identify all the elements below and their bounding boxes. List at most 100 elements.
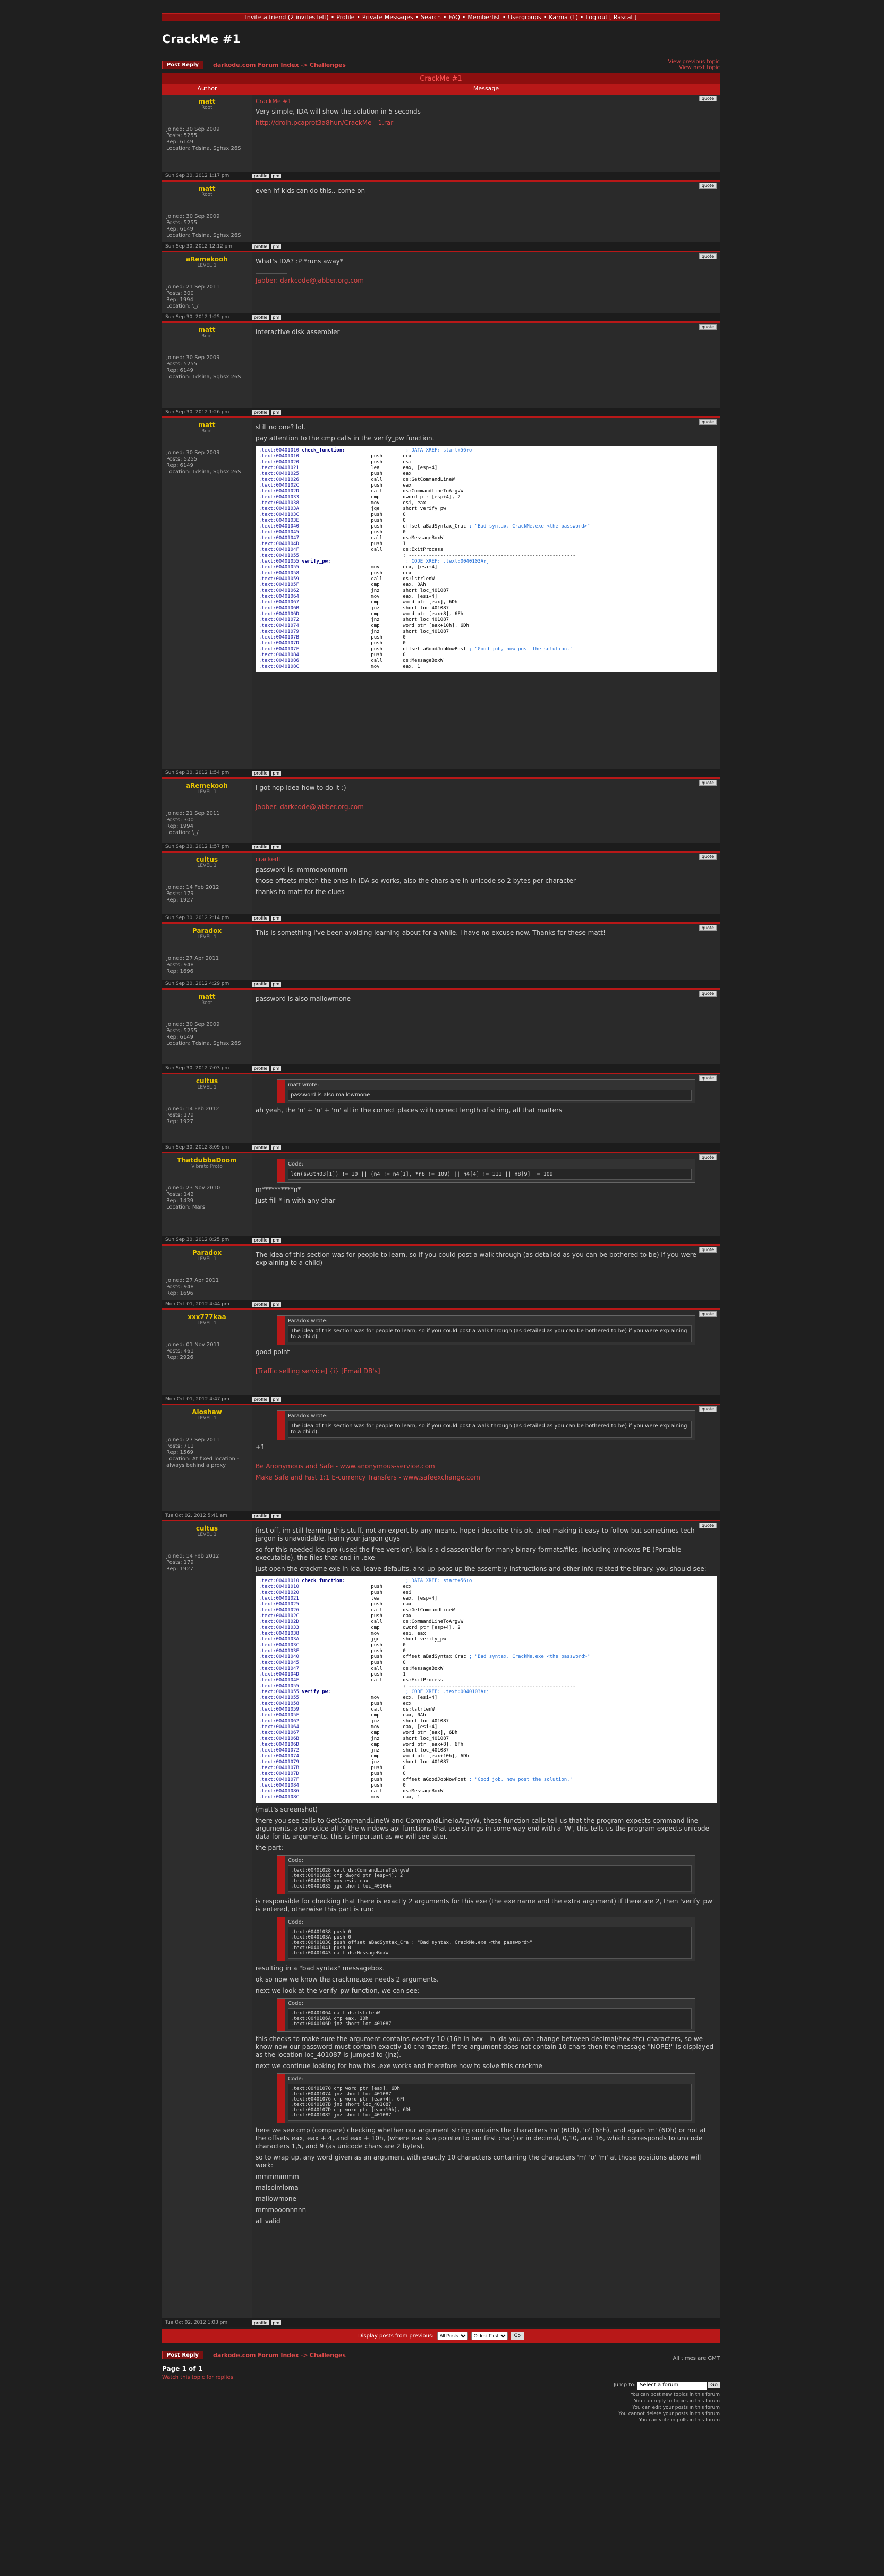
pm-button[interactable]: pm — [271, 1145, 282, 1150]
profile-button[interactable]: profile — [252, 915, 269, 921]
signature-line-2[interactable]: Make Safe and Fast 1:1 E-currency Transf… — [256, 1474, 480, 1481]
quote-button[interactable]: quote — [699, 324, 717, 330]
topbar-link[interactable]: Log out [ Rascal ] — [585, 14, 637, 21]
quote-button[interactable]: quote — [699, 1406, 717, 1412]
profile-button[interactable]: profile — [252, 410, 269, 415]
disasm-operand: ds:GetCommandLineW — [403, 477, 455, 482]
pm-button[interactable]: pm — [271, 410, 282, 415]
topbar-link[interactable]: Memberlist — [468, 14, 500, 21]
quote-button[interactable]: quote — [699, 1154, 717, 1160]
disasm-address: .text:00401059 — [259, 1707, 299, 1712]
quote-button[interactable]: quote — [699, 253, 717, 259]
quote-button[interactable]: quote — [699, 1075, 717, 1081]
author-username[interactable]: cultus — [196, 856, 218, 863]
author-username[interactable]: matt — [198, 98, 216, 105]
pm-button[interactable]: pm — [271, 915, 282, 921]
topbar-link[interactable]: Profile — [336, 14, 355, 21]
posts-order-select[interactable]: Oldest First — [471, 2332, 508, 2340]
breadcrumb-forum-link[interactable]: Challenges — [309, 61, 346, 69]
author-username[interactable]: cultus — [196, 1525, 218, 1532]
breadcrumb-bottom: darkode.com Forum Index -> Challenges — [213, 2352, 346, 2359]
profile-button[interactable]: profile — [252, 770, 269, 776]
pm-button[interactable]: pm — [271, 1302, 282, 1307]
disasm-line: .text:00401062 jnz short loc_401087 — [259, 1719, 713, 1724]
profile-button[interactable]: profile — [252, 173, 269, 178]
profile-button[interactable]: profile — [252, 1066, 269, 1071]
quote-button[interactable]: quote — [699, 854, 717, 860]
quote-text: The idea of this section was for people … — [288, 1325, 692, 1342]
author-username[interactable]: xxx777kaa — [188, 1313, 226, 1321]
breadcrumb-index-link[interactable]: darkode.com Forum Index — [213, 2351, 299, 2359]
topbar-link[interactable]: Invite a friend (2 invites left) — [245, 14, 329, 21]
author-username[interactable]: matt — [198, 993, 216, 1000]
signature[interactable]: Jabber: darkcode@jabber.org.com — [256, 277, 364, 284]
quote-button[interactable]: quote — [699, 925, 717, 931]
pm-button[interactable]: pm — [271, 770, 282, 776]
author-rank: Root — [201, 334, 212, 339]
topbar-link[interactable]: FAQ — [448, 14, 460, 21]
post-link[interactable]: http://drolh.pcaprot3a8hun/CrackMe__1.ra… — [256, 119, 394, 126]
profile-button[interactable]: profile — [252, 844, 269, 849]
pm-button[interactable]: pm — [271, 1237, 282, 1243]
pm-button[interactable]: pm — [271, 2320, 282, 2325]
author-username[interactable]: Paradox — [192, 1249, 222, 1256]
pm-button[interactable]: pm — [271, 981, 282, 987]
pm-button[interactable]: pm — [271, 1513, 282, 1518]
profile-button[interactable]: profile — [252, 314, 269, 320]
quote-button[interactable]: quote — [699, 183, 717, 189]
breadcrumb-sep: -> — [301, 61, 308, 69]
profile-button[interactable]: profile — [252, 2320, 269, 2325]
signature[interactable]: Be Anonymous and Safe - www.anonymous-se… — [256, 1463, 435, 1470]
jump-go-button[interactable]: Go — [708, 2382, 720, 2388]
breadcrumb-forum-link[interactable]: Challenges — [309, 2351, 346, 2359]
signature[interactable]: Jabber: darkcode@jabber.org.com — [256, 803, 364, 811]
breadcrumb-index-link[interactable]: darkode.com Forum Index — [213, 61, 299, 69]
author-username[interactable]: Paradox — [192, 927, 222, 934]
profile-button[interactable]: profile — [252, 244, 269, 249]
pm-button[interactable]: pm — [271, 173, 282, 178]
quote-button[interactable]: quote — [699, 419, 717, 425]
profile-button[interactable]: profile — [252, 1237, 269, 1243]
view-next-topic-link[interactable]: View next topic — [679, 65, 720, 71]
quote-button[interactable]: quote — [699, 991, 717, 997]
author-username[interactable]: cultus — [196, 1077, 218, 1085]
pm-button[interactable]: pm — [271, 844, 282, 849]
profile-button[interactable]: profile — [252, 1397, 269, 1402]
quote-button[interactable]: quote — [699, 1247, 717, 1253]
topbar-link[interactable]: Private Messages — [362, 14, 413, 21]
topbar-link[interactable]: Usergroups — [508, 14, 541, 21]
disasm-operand: ds:lstrlenW — [403, 1707, 435, 1712]
posts-period-select[interactable]: All Posts — [437, 2332, 468, 2340]
topbar-link[interactable]: Search — [421, 14, 441, 21]
author-username[interactable]: matt — [198, 326, 216, 334]
post-reply-button-bottom[interactable]: Post Reply — [162, 2351, 203, 2359]
author-username[interactable]: matt — [198, 185, 216, 192]
quote-button[interactable]: quote — [699, 96, 717, 101]
post-reply-button[interactable]: Post Reply — [162, 61, 203, 69]
author-username[interactable]: aRemekooh — [186, 256, 228, 263]
pm-button[interactable]: pm — [271, 1066, 282, 1071]
pm-button[interactable]: pm — [271, 1397, 282, 1402]
profile-button[interactable]: profile — [252, 981, 269, 987]
watch-topic-link[interactable]: Watch this topic for replies — [162, 2375, 233, 2381]
profile-button[interactable]: profile — [252, 1145, 269, 1150]
profile-button[interactable]: profile — [252, 1513, 269, 1518]
view-previous-topic-link[interactable]: View previous topic — [668, 59, 720, 65]
disasm-address: .text:00401059 — [259, 576, 299, 582]
pm-button[interactable]: pm — [271, 244, 282, 249]
signature[interactable]: [Traffic selling service] {i} [Email DB'… — [256, 1367, 380, 1375]
profile-button[interactable]: profile — [252, 1302, 269, 1307]
post: aRemekooh LEVEL 1 Joined: 21 Sep 2011 Posts… — [162, 777, 720, 843]
quote-button[interactable]: quote — [699, 1311, 717, 1317]
jump-forum-select[interactable]: Select a forum — [637, 2382, 707, 2390]
disasm-instr: jnz — [371, 606, 380, 611]
display-go-button[interactable]: Go — [511, 2332, 524, 2340]
quote-button[interactable]: quote — [699, 1523, 717, 1528]
author-username[interactable]: ThatdubbaDoom — [177, 1157, 237, 1164]
pm-button[interactable]: pm — [271, 314, 282, 320]
topbar-link[interactable]: Karma (1) — [549, 14, 578, 21]
quote-button[interactable]: quote — [699, 780, 717, 786]
author-username[interactable]: Aloshaw — [192, 1408, 222, 1416]
author-username[interactable]: aRemekooh — [186, 782, 228, 789]
author-username[interactable]: matt — [198, 421, 216, 429]
